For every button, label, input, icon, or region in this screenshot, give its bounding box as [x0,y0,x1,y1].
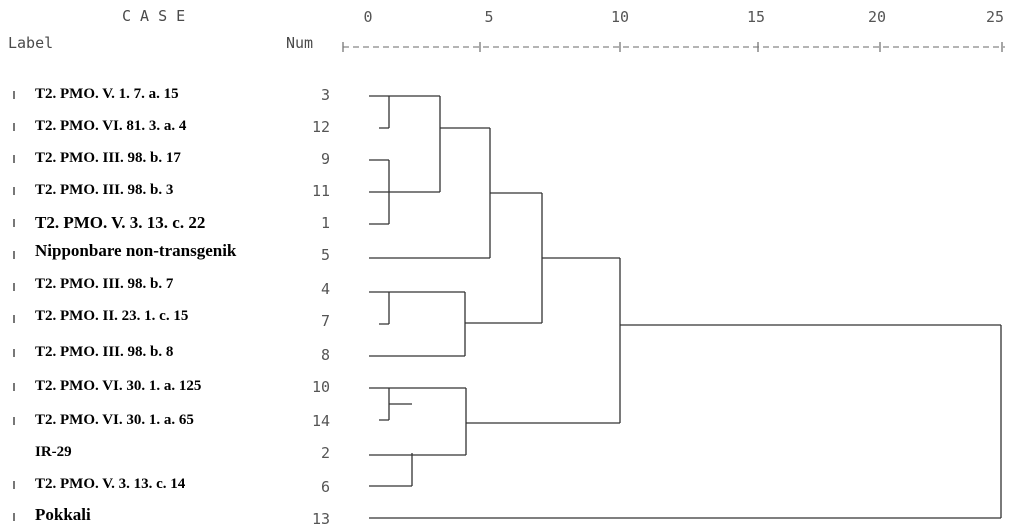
scale-tick-5: 5 [484,8,494,26]
row-label-9: T2. PMO. III. 98. b. 8 [35,344,174,360]
row-marker [13,383,15,391]
row-marker [13,315,15,323]
row-label-6: Nipponbare non-transgenik [35,241,237,260]
row-label-13: T2. PMO. V. 3. 13. c. 14 [35,476,186,492]
row-marker [13,513,15,521]
row-marker [13,187,15,195]
row-num-1: 3 [320,86,330,104]
row-label-7: T2. PMO. III. 98. b. 7 [35,276,174,292]
scale-tick-20: 20 [867,8,887,26]
row-marker [13,283,15,291]
row-label-14: Pokkali [35,505,91,524]
label-header: Label [8,34,54,52]
cluster-9-11-1 [369,159,440,225]
num-header: Num [286,34,314,52]
row-num-9: 8 [320,346,330,364]
row-num-11: 14 [311,412,330,430]
row-num-5: 1 [320,214,330,232]
row-marker [13,417,15,425]
row-num-13: 6 [320,478,330,496]
row-marker [13,251,15,259]
row-label-4: T2. PMO. III. 98. b. 3 [35,182,174,198]
cluster-10-14 [369,387,466,421]
row-label-2: T2. PMO. VI. 81. 3. a. 4 [35,118,187,134]
scale-tick-0: 0 [363,8,373,26]
row-num-7: 4 [320,280,330,298]
row-label-1: T2. PMO. V. 1. 7. a. 15 [35,86,179,102]
row-marker [13,155,15,163]
row-marker [13,123,15,131]
row-marker [13,91,15,99]
scale-ticks [342,42,1003,52]
cluster-c [465,257,621,423]
row-label-5: T2. PMO. V. 3. 13. c. 22 [35,213,206,232]
row-num-3: 9 [320,150,330,168]
row-marker [13,349,15,357]
row-num-6: 5 [320,246,330,264]
cluster-4-7-8 [369,291,466,357]
row-num-8: 7 [320,312,330,330]
case-header: C A S E [122,7,186,25]
row-marker [13,481,15,489]
row-num-4: 11 [311,182,330,200]
cluster-a-b [440,127,491,258]
row-label-11: T2. PMO. VI. 30. 1. a. 65 [35,412,194,428]
row-num-12: 2 [320,444,330,462]
row-label-8: T2. PMO. II. 23. 1. c. 15 [35,308,189,324]
row-label-12: IR-29 [35,444,72,460]
cluster-2-6 [369,388,467,487]
row-label-3: T2. PMO. III. 98. b. 17 [35,150,181,166]
row-marker [13,219,15,227]
cluster-with-5 [369,192,543,323]
row-num-2: 12 [311,118,330,136]
cluster-3-12 [369,95,441,192]
row-label-10: T2. PMO. VI. 30. 1. a. 125 [35,378,202,394]
row-num-10: 10 [311,378,330,396]
row-num-14: 13 [311,510,330,528]
root-merge [369,324,1002,519]
scale-tick-10: 10 [610,8,630,26]
scale-tick-15: 15 [746,8,766,26]
scale-tick-25: 25 [985,8,1005,26]
